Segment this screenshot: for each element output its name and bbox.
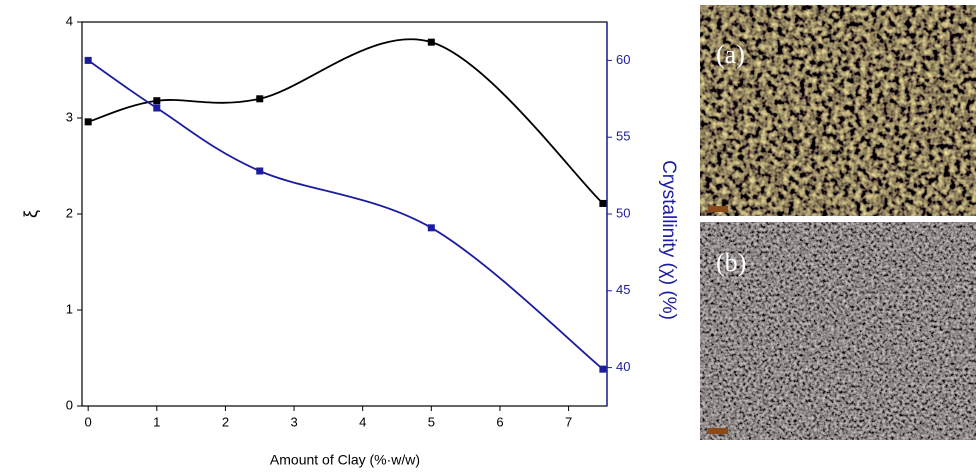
panel-label: (b) — [716, 248, 746, 277]
marker — [84, 56, 92, 64]
y2-tick-label: 50 — [616, 205, 630, 220]
marker — [599, 365, 607, 373]
x-tick-label: 2 — [222, 414, 229, 429]
x-tick-label: 3 — [290, 414, 297, 429]
scale-bar — [708, 428, 728, 434]
series-line — [87, 59, 604, 370]
x-tick-label: 6 — [496, 414, 503, 429]
x-tick-label: 7 — [565, 414, 572, 429]
marker — [427, 224, 435, 232]
x-tick-label: 0 — [85, 414, 92, 429]
y-tick-label: 1 — [66, 301, 73, 316]
y-tick-label: 4 — [66, 13, 73, 28]
y2-tick-label: 45 — [616, 282, 630, 297]
x-tick-label: 1 — [153, 414, 160, 429]
y2-axis-label: Crystallinity (χ) (%) — [658, 160, 679, 320]
marker — [256, 95, 264, 103]
marker — [84, 118, 92, 126]
panel-label: (a) — [716, 40, 745, 69]
y-tick-label: 0 — [66, 397, 73, 412]
panel-b: (b) — [700, 222, 976, 440]
marker — [256, 167, 264, 175]
micrograph-texture — [700, 5, 976, 216]
y-tick-label: 3 — [66, 109, 73, 124]
x-tick-label: 4 — [359, 414, 366, 429]
marker — [153, 104, 161, 112]
y2-tick-label: 60 — [616, 52, 630, 67]
x-axis-label: Amount of Clay (%·w/w) — [270, 452, 420, 468]
y2-tick-label: 55 — [616, 129, 630, 144]
plot-frame — [81, 21, 608, 407]
y-axis-label: ξ — [21, 210, 41, 218]
micrograph-texture — [700, 222, 976, 440]
panel-a: (a) — [700, 5, 976, 216]
y2-tick-label: 40 — [616, 359, 630, 374]
marker — [153, 97, 161, 105]
scale-bar — [708, 206, 728, 212]
series-line — [87, 38, 604, 205]
x-tick-label: 5 — [428, 414, 435, 429]
marker — [599, 199, 607, 207]
marker — [427, 38, 435, 46]
y-tick-label: 2 — [66, 205, 73, 220]
